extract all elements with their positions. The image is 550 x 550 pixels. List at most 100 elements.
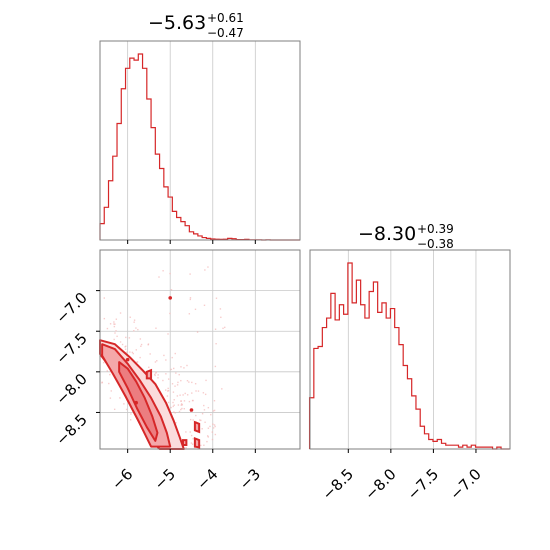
title-param2-plus: +0.39 [417, 222, 454, 236]
scatter-point [188, 400, 191, 403]
scatter-point [154, 361, 157, 363]
scatter-point [158, 276, 160, 278]
scatter-point [154, 374, 156, 377]
scatter-point [116, 335, 118, 338]
scatter-point [167, 387, 169, 390]
scatter-point [207, 406, 210, 409]
scatter-point [124, 348, 127, 350]
scatter-point [186, 394, 189, 396]
scatter-point [207, 427, 210, 429]
scatter-point [180, 400, 182, 402]
scatter-point [162, 270, 164, 272]
scatter-point [183, 367, 185, 369]
scatter-point [129, 419, 132, 421]
scatter-point [125, 336, 127, 339]
scatter-point [211, 431, 213, 433]
panel-marginal-2: −8.5 −8.0 −7.5 −7.0 −8.30 +0.39 −0.38 [308, 222, 511, 504]
x1-tick-label-1: −5 [151, 465, 179, 493]
scatter-point [173, 411, 175, 413]
panel-joint: −6 −5 −4 −3 −8.5−8.0−7.5−7.0 [52, 249, 301, 493]
scatter-point [125, 408, 128, 411]
scatter-point [123, 403, 125, 405]
scatter-point [204, 269, 206, 271]
scatter-point [175, 422, 177, 424]
scatter-point [189, 418, 192, 421]
scatter-point [182, 394, 184, 396]
scatter-point [176, 395, 179, 397]
scatter-point [119, 341, 122, 343]
scatter-point [221, 388, 223, 390]
scatter-point [147, 343, 150, 345]
scatter-point [180, 408, 182, 411]
scatter-point [173, 367, 175, 370]
y-tick-label-1: −8.0 [52, 370, 90, 408]
scatter-point [174, 412, 176, 414]
scatter-point [113, 321, 115, 323]
scatter-point [156, 360, 158, 362]
scatter-point [192, 419, 194, 421]
scatter-point [102, 361, 105, 364]
scatter-point [176, 384, 179, 386]
scatter-point [140, 345, 142, 347]
scatter-point [125, 345, 127, 347]
scatter-point [169, 312, 171, 315]
scatter-point [213, 400, 216, 402]
title-param2-median: −8.30 [358, 223, 416, 245]
scatter-point [179, 394, 181, 396]
scatter-point [155, 372, 157, 374]
scatter-point [199, 419, 201, 421]
scatter-point [194, 383, 197, 385]
panel-marginal-2-frame [309, 249, 511, 450]
scatter-point [136, 361, 138, 363]
scatter-point [214, 328, 217, 330]
scatter-point [214, 425, 216, 428]
scatter-point [191, 381, 193, 384]
scatter-point [190, 434, 193, 437]
y-tick-label-0: −8.5 [52, 411, 90, 449]
scatter-point [183, 408, 185, 410]
scatter-point [206, 440, 208, 443]
scatter-point [130, 413, 132, 415]
scatter-point [170, 406, 172, 409]
scatter-point [180, 403, 183, 405]
title-param1-median: −5.63 [148, 12, 206, 34]
scatter-point [203, 409, 206, 411]
scatter-point [192, 438, 194, 440]
scatter-point [215, 297, 218, 299]
x1-tick-label-0: −6 [108, 465, 136, 493]
scatter-point [175, 372, 177, 374]
scatter-point [189, 273, 191, 275]
scatter-point [195, 414, 197, 417]
panel-joint-frame [99, 249, 301, 450]
scatter-point [135, 327, 137, 329]
scatter-point [188, 381, 190, 383]
scatter-point [180, 404, 182, 406]
panel-marginal-1-frame [99, 40, 301, 241]
scatter-point [185, 446, 187, 449]
scatter-point [203, 404, 205, 407]
scatter-point [129, 316, 131, 318]
y-tick-label-2: −7.5 [52, 329, 90, 367]
scatter-point [157, 374, 159, 376]
scatter-point [162, 379, 164, 382]
scatter-point [173, 399, 175, 401]
scatter-point [222, 327, 224, 330]
scatter-point [195, 390, 197, 392]
scatter-point [212, 410, 215, 412]
scatter-point [169, 272, 171, 275]
scatter-point [167, 390, 169, 392]
contour-dot-0 [168, 296, 173, 300]
x2-tick-label-3: −7.0 [446, 465, 484, 503]
scatter-point [164, 389, 167, 391]
scatter-point [189, 431, 191, 433]
scatter-point [177, 404, 180, 406]
scatter-point [203, 304, 206, 307]
scatter-point [194, 308, 197, 311]
scatter-point [139, 338, 142, 340]
scatter-point [188, 313, 191, 315]
scatter-point [215, 342, 217, 345]
y-tick-label-3: −7.0 [52, 289, 90, 327]
scatter-point [167, 378, 170, 380]
scatter-point [101, 382, 103, 384]
title-param1-minus: −0.47 [207, 26, 244, 40]
